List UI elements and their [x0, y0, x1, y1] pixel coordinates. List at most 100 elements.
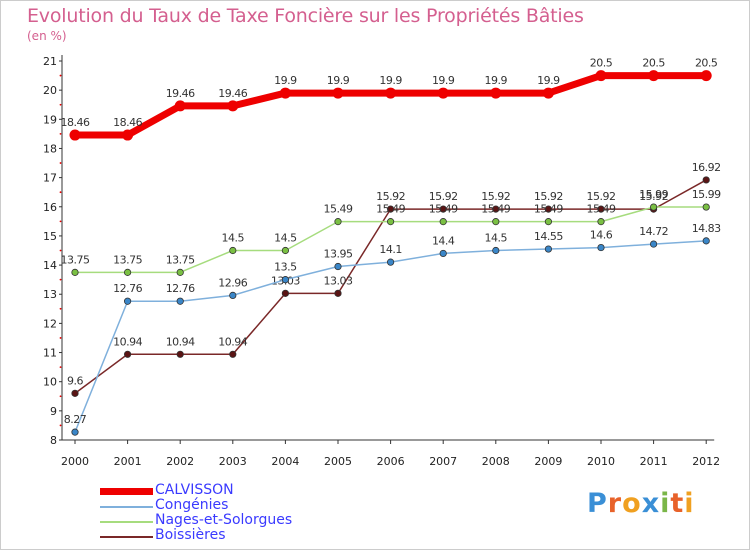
y-tick-label: 21 [43, 55, 57, 68]
data-point [649, 203, 658, 211]
y-minor-tick [59, 366, 62, 369]
legend-label: CALVISSON [155, 482, 234, 498]
y-tick-label: 18 [43, 142, 57, 155]
data-point [385, 87, 397, 99]
x-tick-label: 2003 [219, 455, 247, 468]
y-minor-tick [59, 220, 62, 223]
data-label: 19.9 [537, 74, 560, 87]
data-point [124, 268, 132, 276]
data-label: 18.46 [61, 116, 90, 129]
x-tick-label: 2006 [377, 455, 405, 468]
data-label: 14.55 [534, 230, 563, 243]
data-point [176, 297, 184, 305]
data-point [492, 218, 500, 226]
x-tick-label: 2011 [640, 455, 668, 468]
y-tick-label: 16 [43, 201, 57, 214]
data-label: 12.76 [166, 282, 195, 295]
data-label: 15.49 [587, 203, 616, 216]
data-point [386, 258, 395, 266]
logo-letter: t [670, 488, 685, 519]
data-label: 13.75 [61, 253, 90, 266]
data-label: 15.92 [639, 190, 668, 203]
data-point [544, 245, 553, 253]
data-point [492, 205, 500, 213]
data-point [597, 218, 605, 226]
legend-swatch [100, 488, 153, 495]
x-tick-label: 2001 [114, 455, 142, 468]
data-label: 15.49 [534, 203, 563, 216]
data-point [544, 218, 553, 226]
y-minor-tick [59, 162, 62, 164]
data-label: 19.9 [327, 74, 350, 87]
data-point [174, 100, 186, 112]
data-point [702, 176, 710, 184]
data-point [281, 246, 289, 255]
data-point [597, 205, 605, 213]
data-label: 13.75 [113, 253, 142, 266]
data-point [437, 87, 449, 99]
data-point [386, 205, 395, 213]
y-tick-label: 12 [43, 317, 57, 330]
y-tick-label: 13 [43, 288, 57, 301]
y-minor-tick [59, 424, 62, 427]
y-minor-tick [59, 132, 62, 135]
x-tick-label: 2002 [166, 455, 194, 468]
data-label: 10.94 [218, 335, 247, 348]
data-point [492, 246, 500, 255]
y-tick-label: 19 [43, 113, 57, 126]
data-point [227, 100, 239, 112]
x-tick-label: 2007 [429, 455, 457, 468]
data-point [69, 129, 81, 141]
data-point [700, 70, 712, 82]
data-point [595, 70, 607, 82]
data-point [334, 289, 342, 297]
y-tick-label: 15 [43, 230, 57, 243]
legend-swatch [100, 536, 153, 538]
y-tick-label: 9 [50, 405, 57, 418]
logo-letter: o [622, 488, 642, 519]
data-label: 15.92 [376, 190, 405, 203]
proxiti-logo: Proxiti [587, 488, 695, 519]
data-point [71, 428, 79, 436]
data-label: 14.1 [379, 243, 402, 256]
data-point [124, 297, 132, 305]
data-label: 20.5 [590, 57, 613, 70]
data-label: 19.46 [166, 87, 195, 100]
logo-letter: r [607, 488, 623, 519]
data-point [544, 205, 553, 213]
data-label: 14.83 [692, 222, 721, 235]
data-label: 15.92 [534, 190, 563, 203]
data-label: 14.4 [432, 234, 455, 247]
data-label: 15.92 [481, 190, 510, 203]
data-label: 16.92 [692, 161, 721, 174]
x-tick-label: 2000 [61, 455, 89, 468]
logo-letter: i [684, 488, 695, 519]
y-tick-label: 20 [43, 84, 57, 97]
data-label: 14.6 [590, 229, 613, 242]
data-point [281, 289, 289, 297]
y-minor-tick [59, 74, 62, 77]
data-point [648, 70, 660, 82]
data-point [176, 268, 184, 276]
data-label: 13.5 [274, 261, 297, 274]
data-label: 13.75 [166, 253, 195, 266]
unit-label: (en %) [27, 29, 67, 43]
data-label: 18.46 [113, 116, 142, 129]
x-tick-label: 2004 [271, 455, 299, 468]
data-label: 10.94 [113, 335, 142, 348]
data-label: 15.99 [639, 188, 668, 201]
legend-label: Nages-et-Solorgues [155, 512, 293, 528]
data-label: 19.46 [218, 87, 247, 100]
y-minor-tick [59, 278, 62, 281]
data-point [71, 389, 79, 397]
y-tick-label: 14 [43, 259, 57, 272]
data-label: 14.72 [639, 225, 668, 238]
data-point [124, 350, 132, 358]
y-tick-label: 11 [43, 347, 57, 360]
y-minor-tick [59, 337, 62, 339]
line-chart: 8 9 10 11 12 13 14 15 16 17 18 19 20 21 2000 2001 2002 20… [43, 55, 722, 468]
data-point [439, 205, 447, 213]
data-point [439, 249, 447, 258]
legend-swatch [100, 521, 153, 523]
data-point [334, 262, 342, 271]
